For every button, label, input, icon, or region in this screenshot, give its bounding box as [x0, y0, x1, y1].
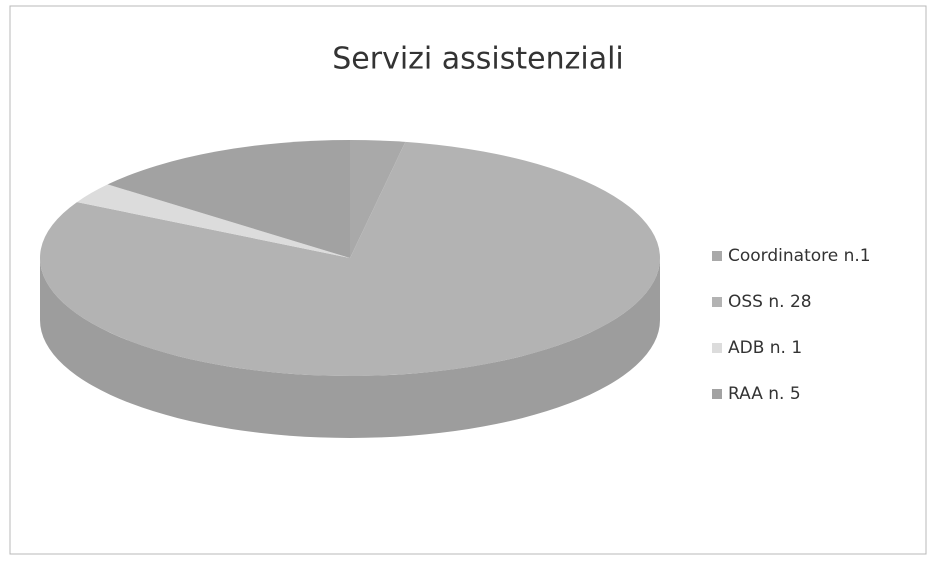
- legend-label: ADB n. 1: [728, 338, 802, 358]
- slice: [350, 140, 406, 258]
- legend-label: OSS n. 28: [728, 292, 812, 312]
- slice: [77, 184, 351, 258]
- legend-swatch: [712, 251, 722, 261]
- slice: [39, 141, 660, 376]
- legend-label: RAA n. 5: [728, 384, 801, 404]
- chart-title: Servizi assistenziali: [332, 42, 624, 77]
- slice-side: [40, 258, 660, 438]
- legend-swatch: [712, 389, 722, 399]
- legend-label: Coordinatore n.1: [728, 246, 871, 266]
- legend-swatch: [712, 297, 722, 307]
- legend: Coordinatore n.1 OSS n. 28 ADB n. 1 RAA n. …: [712, 246, 871, 404]
- slice: [107, 140, 351, 258]
- slice-side-shade: [40, 258, 660, 438]
- legend-swatch: [712, 343, 722, 353]
- pie: [39, 140, 660, 438]
